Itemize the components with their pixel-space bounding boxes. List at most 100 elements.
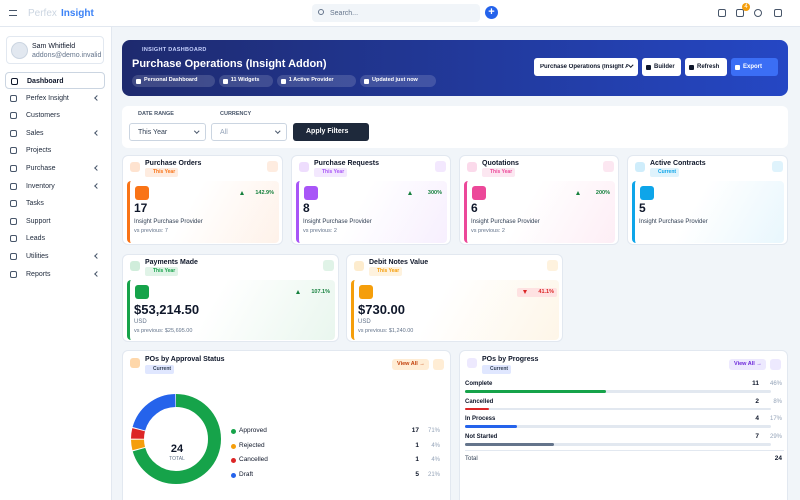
submenu-chevron [94, 270, 100, 277]
view-all-text: View All → [734, 361, 762, 367]
donut-chart [131, 394, 221, 484]
view-all-button[interactable]: View All → [729, 359, 766, 370]
progress-label: Not Started [465, 434, 498, 441]
menu-label: Perfex Insight [26, 94, 69, 102]
banner-button[interactable]: Builder [642, 58, 681, 76]
tag-text: 1 Active Provider [288, 77, 334, 83]
menu-item[interactable]: Purchase [5, 160, 105, 177]
tag-text: Updated just now [372, 77, 418, 83]
top-icon[interactable] [718, 9, 726, 17]
menu-item[interactable]: Inventory [5, 178, 105, 195]
period-badge: This Year [145, 168, 179, 177]
banner-tag: Personal Dashboard [132, 75, 215, 87]
menu-item[interactable]: Utilities [5, 248, 105, 265]
avatar [11, 42, 28, 59]
progress-count: 7 [755, 433, 759, 441]
banner-kicker: INSIGHT DASHBOARD [142, 47, 207, 53]
submenu-chevron [94, 94, 100, 101]
period-text: This Year [153, 268, 176, 274]
menu-item[interactable]: Leads [5, 230, 105, 247]
widget-title: POs by Progress [482, 356, 539, 363]
kpi-icon-large [359, 285, 373, 299]
banner: INSIGHT DASHBOARD Purchase Operations (In… [122, 40, 788, 96]
add-button[interactable]: + [485, 6, 498, 19]
kpi-icon-large [472, 186, 486, 200]
menu-item[interactable]: Reports [5, 266, 105, 283]
menu-item[interactable]: Customers [5, 107, 105, 124]
filter-select[interactable]: All [211, 123, 287, 141]
legend-name: Rejected [239, 441, 265, 449]
brand-first: Perfex [28, 8, 57, 19]
view-all-text: View All → [397, 361, 425, 367]
search-box[interactable]: Search... [312, 4, 480, 22]
menu-icon [10, 129, 17, 137]
banner-button[interactable]: Export [731, 58, 778, 76]
progress-label: Cancelled [465, 398, 494, 405]
menu-item[interactable]: Projects [5, 142, 105, 159]
change-arrow [408, 191, 412, 195]
change-text: 41.1% [538, 289, 554, 295]
kpi-icon-large [304, 186, 318, 200]
progress-bar [465, 407, 490, 411]
menu-item[interactable]: Sales [5, 125, 105, 142]
button-text: Refresh [697, 64, 720, 70]
menu-item[interactable]: Dashboard [5, 72, 105, 89]
period-badge: Current [650, 168, 680, 177]
period-badge: This Year [314, 168, 348, 177]
kpi-value: 8 [303, 201, 310, 215]
top-icon[interactable] [736, 9, 744, 17]
period-badge: This Year [145, 267, 179, 276]
apply-button[interactable]: Apply Filters [293, 123, 369, 141]
tag-icon [364, 78, 369, 84]
kpi-previous: vs previous: 2 [303, 228, 337, 234]
widget-panel: POs by Progress Current View All → Complete… [459, 350, 788, 500]
donut-total: 24 [170, 443, 184, 455]
banner-button[interactable]: Refresh [685, 58, 727, 76]
widget-icon [130, 358, 140, 368]
legend-name: Cancelled [239, 456, 268, 464]
refresh-button[interactable] [547, 260, 558, 271]
kpi-previous: vs previous: $1,240.00 [358, 328, 414, 334]
button-text: Builder [654, 64, 675, 70]
menu-toggle[interactable] [9, 10, 17, 16]
menu-item[interactable]: Tasks [5, 195, 105, 212]
filter-value: All [220, 129, 228, 136]
menu-item[interactable]: Perfex Insight [5, 90, 105, 107]
user-name: Sam Whitfield [32, 43, 76, 50]
top-icon[interactable] [774, 9, 782, 17]
filter-value: This Year [138, 129, 168, 136]
legend-name: Approved [239, 427, 267, 434]
legend-count: 1 [415, 456, 419, 464]
progress-percent: 8% [773, 398, 782, 405]
kpi-body: $53,214.50 USD vs previous: $25,695.00 107.… [127, 280, 335, 340]
donut-total-label: TOTAL [169, 456, 185, 462]
refresh-button[interactable] [603, 161, 614, 172]
refresh-button[interactable] [770, 359, 781, 370]
progress-bar [465, 443, 554, 446]
menu-item[interactable]: Support [5, 213, 105, 230]
kpi-title: Active Contracts [650, 160, 706, 167]
refresh-button[interactable] [323, 260, 334, 271]
dashboard-select[interactable]: Purchase Operations (Insight Addon) [534, 58, 638, 76]
refresh-button[interactable] [267, 161, 278, 172]
filter-select[interactable]: This Year [129, 123, 206, 141]
progress-percent: 17% [769, 416, 782, 423]
period-text: Current [658, 169, 677, 175]
period-text: This Year [153, 169, 176, 175]
refresh-button[interactable] [433, 359, 444, 370]
view-all-button[interactable]: View All → [392, 359, 429, 370]
kpi-title: Payments Made [145, 259, 198, 266]
refresh-button[interactable] [435, 161, 446, 172]
banner-tag: 1 Active Provider [276, 75, 356, 87]
top-icon[interactable] [754, 9, 762, 17]
change-badge: 142.9% [237, 189, 277, 198]
kpi-label: Insight Purchase Provider [471, 219, 540, 225]
sidebar [0, 27, 112, 500]
search-icon [318, 9, 324, 15]
filter-label: CURRENCY [220, 111, 252, 117]
menu-label: Dashboard [27, 78, 64, 85]
kpi-icon-large [640, 186, 654, 200]
refresh-button[interactable] [772, 161, 783, 172]
kpi-body: 17 Insight Purchase Provider vs previous: … [127, 181, 279, 243]
user-email: addons@demo.invalid [32, 52, 102, 59]
